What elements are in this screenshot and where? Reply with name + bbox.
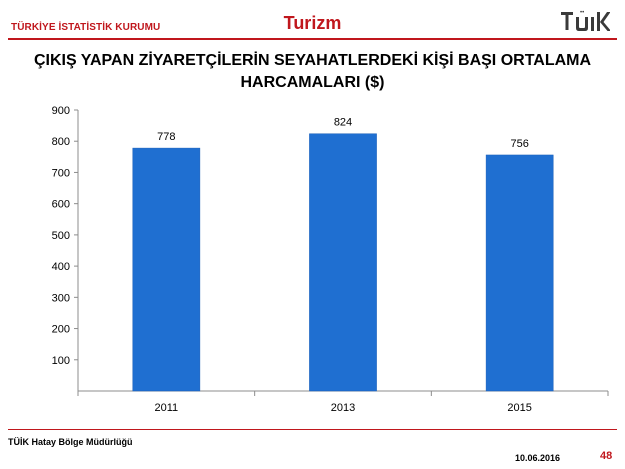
x-tick-label-2011: 2011	[155, 402, 179, 414]
x-tick-label-2013: 2013	[331, 402, 355, 414]
y-tick-label: 300	[52, 292, 70, 304]
chart-title: ÇIKIŞ YAPAN ZİYARETÇİLERİN SEYAHATLERDEK…	[20, 50, 605, 94]
regional-office: TÜİK Hatay Bölge Müdürlüğü	[8, 437, 133, 447]
data-label-2013: 824	[334, 117, 352, 129]
page-number: 48	[600, 450, 613, 462]
logo-umlaut: ••	[580, 10, 584, 16]
tuik-logo: ••	[561, 10, 610, 31]
y-tick-label: 100	[52, 355, 70, 367]
bar-2013	[309, 133, 377, 392]
slide-date: 10.06.2016	[515, 453, 561, 463]
organization-name: TÜRKİYE İSTATİSTİK KURUMU	[11, 22, 161, 33]
y-tick-label: 600	[52, 199, 70, 211]
y-tick-label: 700	[52, 167, 70, 179]
chart-title-line-1: ÇIKIŞ YAPAN ZİYARETÇİLERİN SEYAHATLERDEK…	[33, 52, 592, 69]
bar-2015	[485, 154, 554, 392]
y-tick-label: 900	[52, 105, 70, 117]
y-tick-label: 400	[52, 261, 70, 273]
section-title: Turizm	[283, 13, 342, 33]
y-tick-label: 200	[52, 324, 70, 336]
header-divider	[8, 38, 617, 40]
footer-divider	[8, 429, 617, 430]
chart-title-line-2: HARCAMALARI ($)	[240, 74, 385, 91]
chart-bars	[132, 133, 554, 392]
bar-2011	[132, 147, 201, 392]
y-tick-label: 800	[52, 136, 70, 148]
data-label-2015: 756	[510, 138, 528, 150]
chart-labels: 100 200 300 400 500 600 700 800 900 778 2011 824 201…	[52, 105, 532, 414]
data-label-2011: 778	[157, 131, 175, 143]
y-tick-label: 500	[52, 230, 70, 242]
x-tick-label-2015: 2015	[507, 402, 531, 414]
